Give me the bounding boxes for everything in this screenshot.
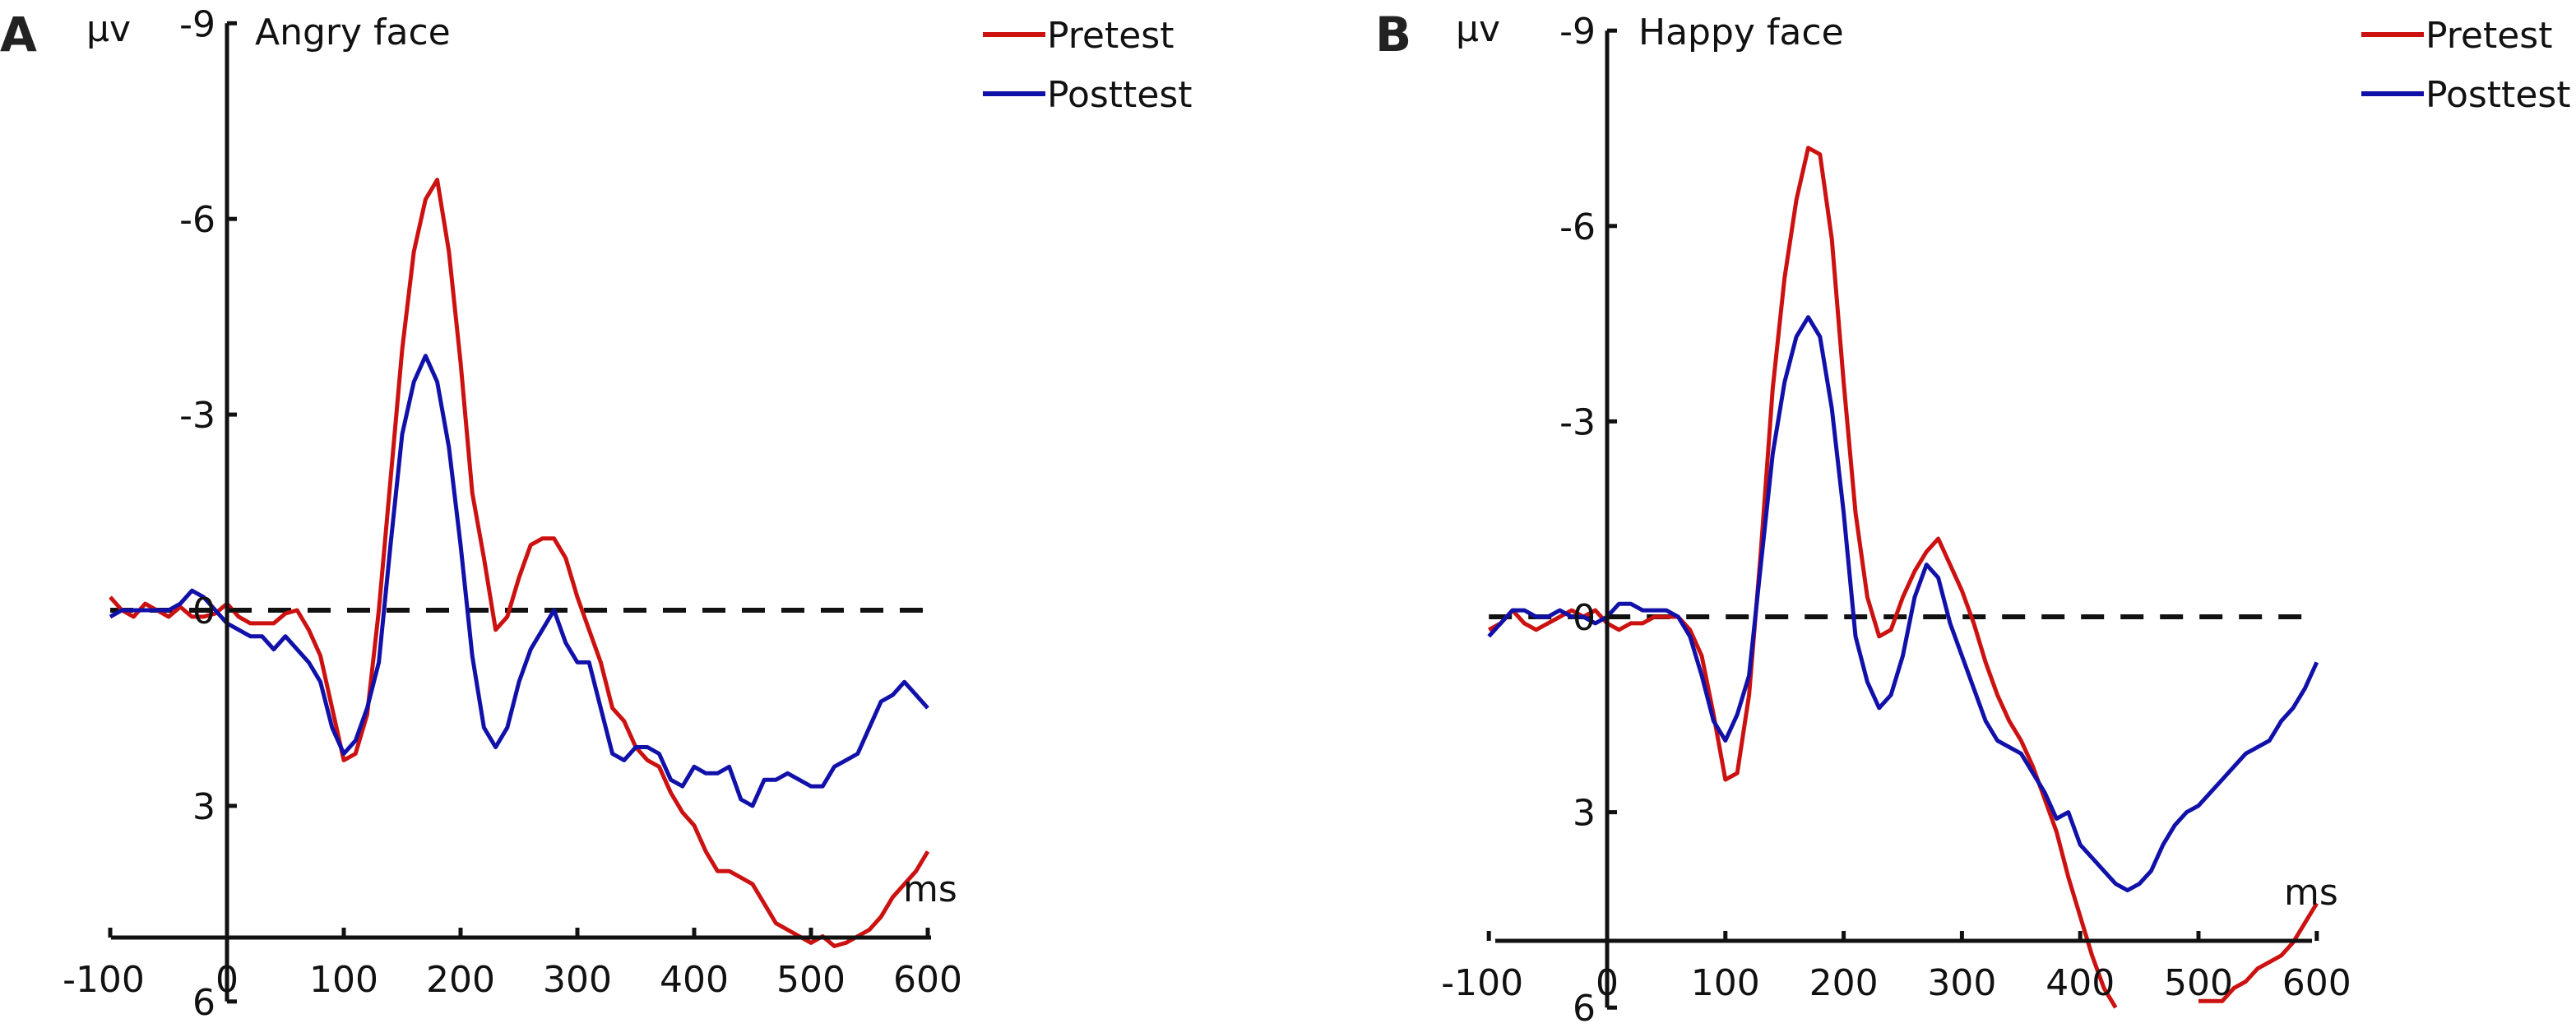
- x-tick-label: 600: [2282, 962, 2351, 1004]
- series-line-pretest: [109, 178, 930, 948]
- y-tick-label: 3: [1573, 793, 1596, 835]
- x-tick-label: 300: [543, 959, 612, 1001]
- x-tick-label: 100: [309, 959, 378, 1001]
- x-axis-unit-label: ms: [2284, 872, 2338, 914]
- legend-label-posttest: Posttest: [2425, 74, 2571, 116]
- x-tick-label: 600: [893, 959, 962, 1001]
- y-tick-label: 3: [192, 786, 215, 828]
- x-axis-unit-label: ms: [903, 868, 957, 910]
- x-tick-label: 0: [1596, 962, 1619, 1004]
- series-line-posttest: [109, 354, 929, 808]
- y-tick-label: -6: [1559, 206, 1596, 248]
- legend-label-pretest: Pretest: [1047, 15, 1174, 57]
- panel-happy-face: Pretest Posttest -9 -6 -3 0 3 6 -100 0 100 200 300 40…: [1375, 7, 2571, 1028]
- y-tick-label: -9: [1559, 11, 1596, 53]
- series-line-pretest: [1487, 146, 2319, 1009]
- x-tick-label: 400: [660, 959, 729, 1001]
- y-tick-label: -3: [179, 395, 215, 437]
- y-axis-unit-label: μv: [86, 8, 131, 50]
- legend-label-pretest: Pretest: [2425, 15, 2552, 57]
- x-tick-label: 500: [2164, 962, 2233, 1004]
- panel-label: A: [0, 7, 37, 63]
- x-tick-label: 300: [1927, 962, 1996, 1004]
- x-tick-label: 500: [776, 959, 846, 1001]
- y-tick-label: 6: [1573, 988, 1596, 1028]
- y-axis-unit-label: μv: [1456, 8, 1500, 50]
- panel-title: Angry face: [255, 12, 451, 53]
- x-tick-label: 200: [426, 959, 495, 1001]
- panel-angry-face: Pretest Posttest -9 -6 -3 0 3 6 -100 0 100 200 300 40…: [0, 3, 1193, 1024]
- x-tick-label: 100: [1691, 962, 1760, 1004]
- y-tick-label: -6: [179, 199, 215, 241]
- x-tick-label: -100: [63, 959, 145, 1001]
- x-tick-label: 400: [2046, 962, 2115, 1004]
- y-tick-label: 6: [192, 982, 215, 1024]
- y-tick-label: -9: [179, 3, 215, 45]
- y-tick-label: -3: [1559, 401, 1596, 443]
- x-tick-label: -100: [1441, 962, 1523, 1004]
- y-tick-label: 0: [1573, 597, 1596, 639]
- y-tick-label: 0: [192, 590, 215, 632]
- series-line-posttest: [1487, 315, 2319, 893]
- x-tick-label: 200: [1809, 962, 1879, 1004]
- x-tick-label: 0: [215, 959, 239, 1001]
- panel-title: Happy face: [1638, 12, 1844, 53]
- panel-label: B: [1375, 7, 1411, 63]
- legend-label-posttest: Posttest: [1047, 74, 1193, 116]
